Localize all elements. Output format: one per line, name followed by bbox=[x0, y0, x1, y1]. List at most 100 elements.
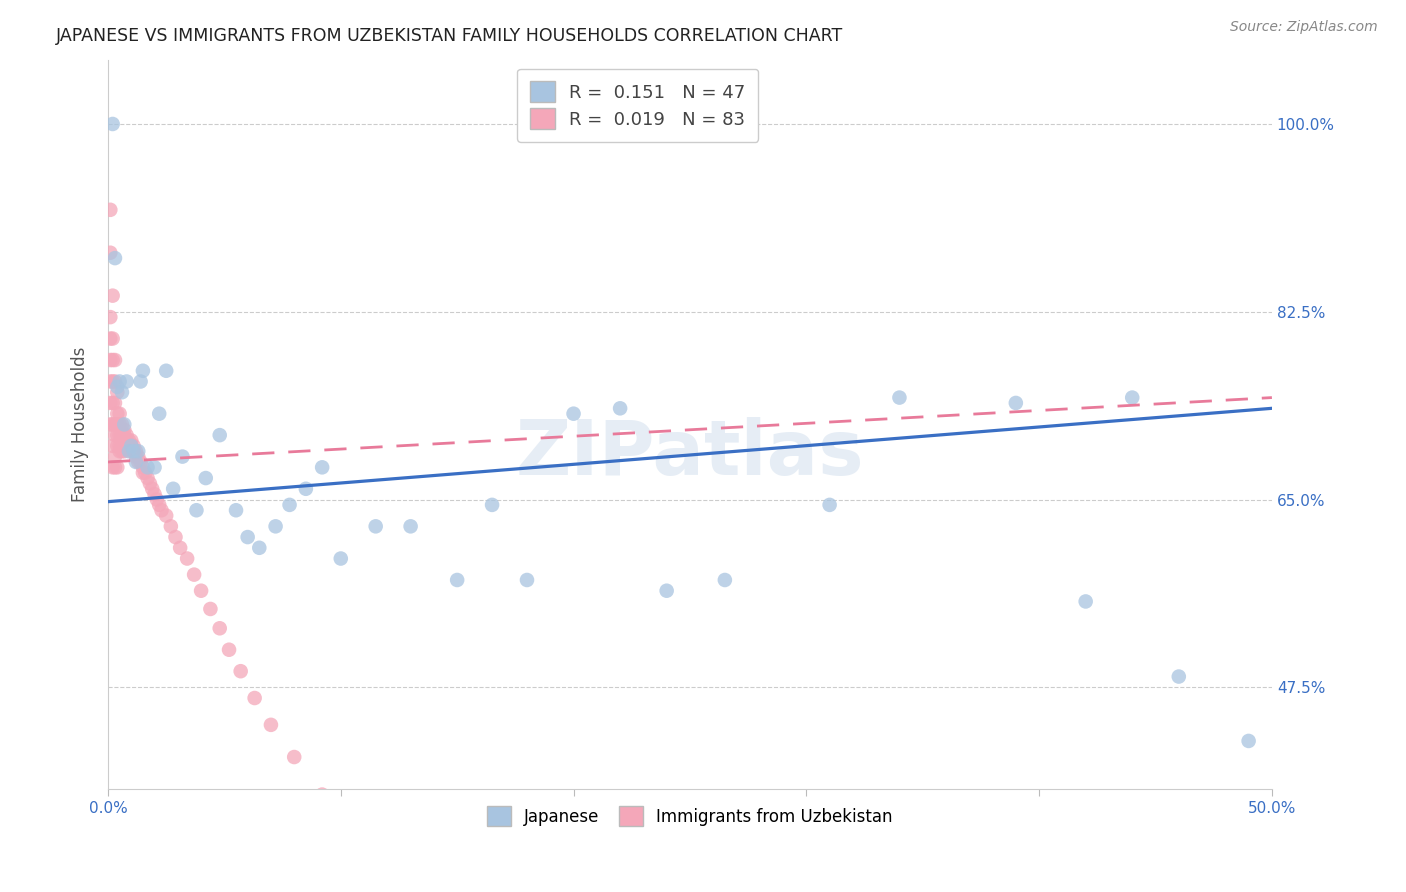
Point bbox=[115, 428, 138, 442]
Point bbox=[562, 407, 585, 421]
Point bbox=[247, 541, 270, 555]
Point bbox=[481, 498, 503, 512]
Point bbox=[105, 417, 128, 432]
Point bbox=[104, 353, 127, 368]
Point bbox=[112, 444, 135, 458]
Point bbox=[208, 428, 231, 442]
Point bbox=[115, 439, 138, 453]
Point bbox=[165, 530, 187, 544]
Point bbox=[278, 498, 301, 512]
Point bbox=[139, 476, 162, 491]
Text: Source: ZipAtlas.com: Source: ZipAtlas.com bbox=[1230, 20, 1378, 34]
Point bbox=[311, 460, 333, 475]
Point bbox=[155, 364, 177, 378]
Point bbox=[112, 428, 135, 442]
Point bbox=[516, 573, 538, 587]
Point bbox=[98, 353, 121, 368]
Point bbox=[112, 417, 135, 432]
Point bbox=[104, 460, 127, 475]
Point bbox=[101, 396, 124, 410]
Point bbox=[889, 391, 911, 405]
Point bbox=[120, 444, 142, 458]
Point bbox=[329, 551, 352, 566]
Point bbox=[112, 439, 135, 453]
Point bbox=[108, 407, 131, 421]
Point bbox=[208, 621, 231, 635]
Point bbox=[105, 407, 128, 421]
Point bbox=[143, 460, 166, 475]
Point bbox=[111, 428, 134, 442]
Point bbox=[101, 439, 124, 453]
Point bbox=[283, 750, 305, 764]
Point bbox=[98, 332, 121, 346]
Point bbox=[105, 428, 128, 442]
Point bbox=[98, 417, 121, 432]
Point bbox=[311, 788, 333, 802]
Point bbox=[105, 460, 128, 475]
Text: JAPANESE VS IMMIGRANTS FROM UZBEKISTAN FAMILY HOUSEHOLDS CORRELATION CHART: JAPANESE VS IMMIGRANTS FROM UZBEKISTAN F… bbox=[56, 27, 844, 45]
Y-axis label: Family Households: Family Households bbox=[72, 347, 89, 502]
Point bbox=[108, 375, 131, 389]
Point bbox=[655, 583, 678, 598]
Point bbox=[136, 471, 159, 485]
Point bbox=[115, 434, 138, 448]
Point bbox=[101, 117, 124, 131]
Point bbox=[104, 417, 127, 432]
Point bbox=[111, 444, 134, 458]
Point bbox=[104, 251, 127, 265]
Point bbox=[236, 530, 259, 544]
Point bbox=[98, 245, 121, 260]
Point bbox=[364, 519, 387, 533]
Point bbox=[118, 439, 141, 453]
Point bbox=[200, 602, 222, 616]
Point bbox=[104, 396, 127, 410]
Point bbox=[1167, 669, 1189, 683]
Point bbox=[111, 439, 134, 453]
Point bbox=[125, 444, 148, 458]
Point bbox=[127, 455, 149, 469]
Legend: Japanese, Immigrants from Uzbekistan: Japanese, Immigrants from Uzbekistan bbox=[478, 797, 903, 836]
Point bbox=[101, 417, 124, 432]
Point bbox=[105, 380, 128, 394]
Point bbox=[134, 466, 156, 480]
Point bbox=[229, 664, 252, 678]
Point bbox=[155, 508, 177, 523]
Point bbox=[1237, 734, 1260, 748]
Point bbox=[190, 583, 212, 598]
Point bbox=[101, 288, 124, 302]
Point bbox=[104, 428, 127, 442]
Point bbox=[136, 460, 159, 475]
Point bbox=[105, 439, 128, 453]
Point bbox=[108, 444, 131, 458]
Point bbox=[122, 444, 145, 458]
Point bbox=[132, 466, 155, 480]
Point bbox=[111, 434, 134, 448]
Point bbox=[98, 396, 121, 410]
Point bbox=[115, 375, 138, 389]
Point bbox=[101, 332, 124, 346]
Point bbox=[122, 444, 145, 458]
Point bbox=[108, 439, 131, 453]
Point bbox=[104, 450, 127, 464]
Point bbox=[295, 482, 318, 496]
Point bbox=[118, 434, 141, 448]
Point bbox=[111, 417, 134, 432]
Point bbox=[148, 407, 170, 421]
Point bbox=[399, 519, 422, 533]
Point bbox=[148, 498, 170, 512]
Point bbox=[1074, 594, 1097, 608]
Point bbox=[104, 375, 127, 389]
Point bbox=[127, 450, 149, 464]
Point bbox=[132, 364, 155, 378]
Point bbox=[108, 417, 131, 432]
Point bbox=[108, 428, 131, 442]
Point bbox=[176, 551, 198, 566]
Point bbox=[98, 375, 121, 389]
Point bbox=[101, 460, 124, 475]
Point bbox=[609, 401, 631, 416]
Point bbox=[146, 492, 169, 507]
Point bbox=[260, 718, 283, 732]
Point bbox=[98, 310, 121, 325]
Point bbox=[129, 375, 152, 389]
Point bbox=[98, 202, 121, 217]
